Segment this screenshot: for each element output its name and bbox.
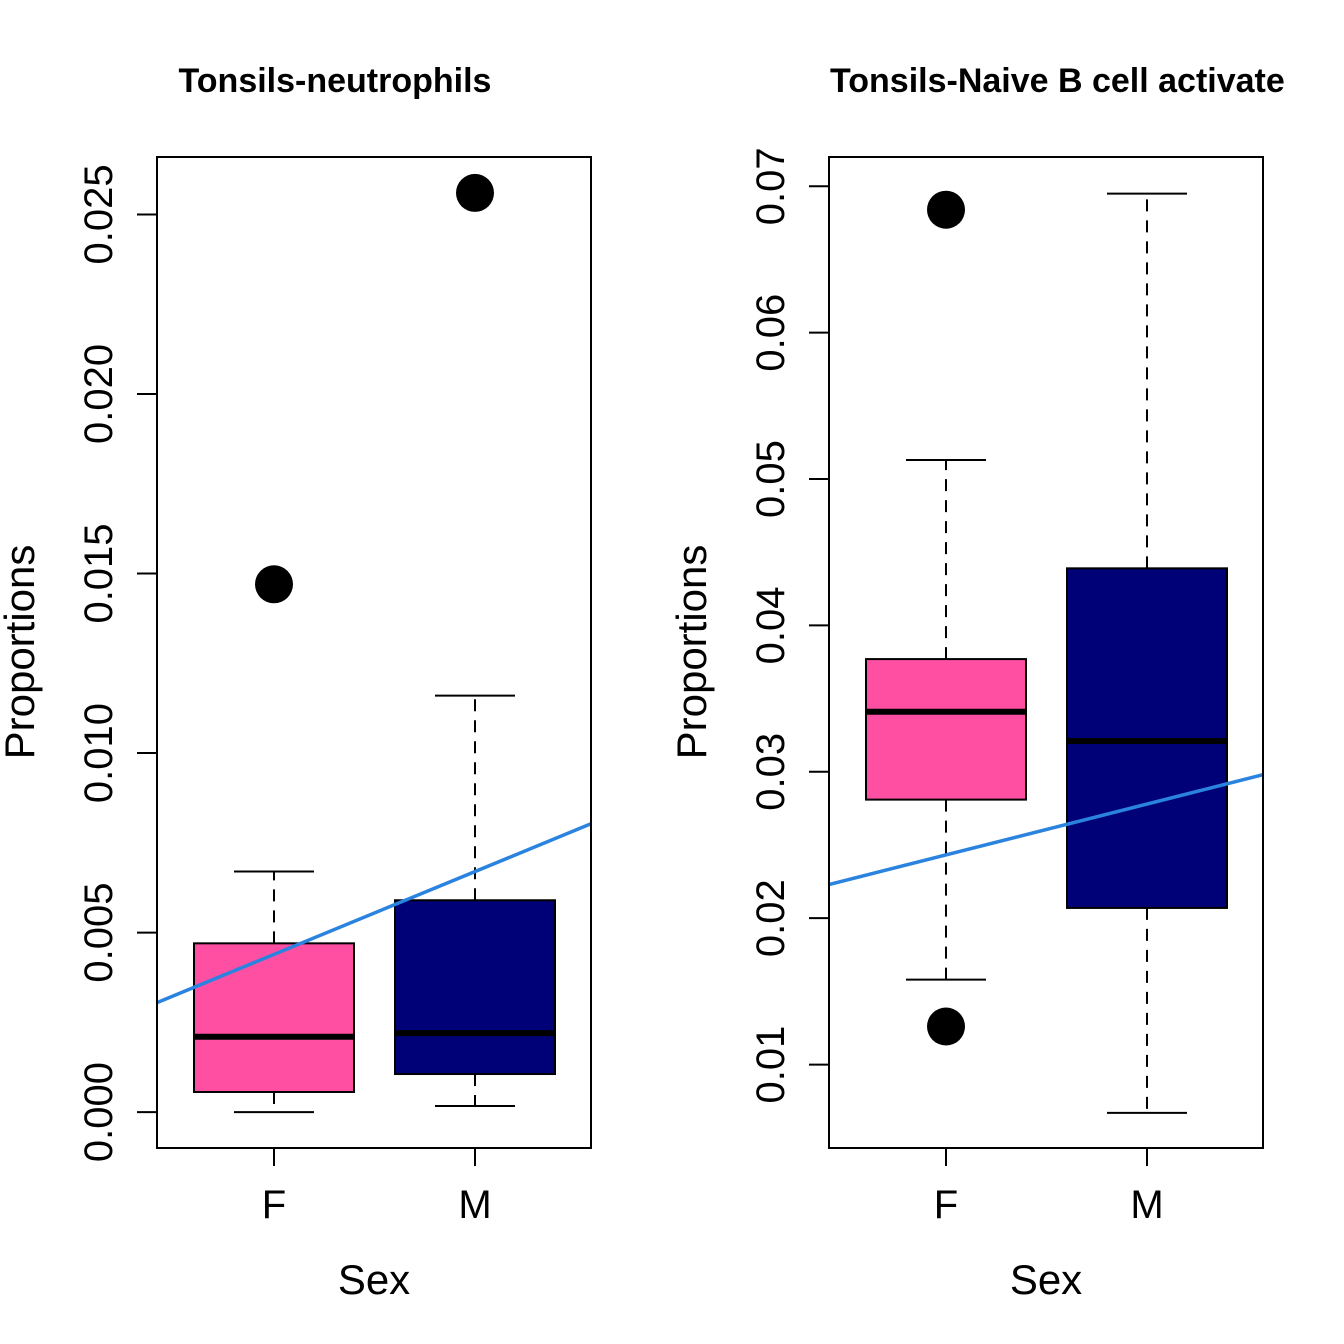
x-tick-label: M	[1130, 1183, 1163, 1227]
y-tick-label: 0.010	[77, 703, 121, 803]
box-f	[865, 190, 1027, 1046]
x-tick-label: F	[934, 1183, 958, 1227]
y-tick-label: 0.04	[749, 586, 793, 664]
box-m	[394, 173, 556, 1107]
outlier-point	[255, 565, 293, 604]
outlier-point	[927, 1007, 965, 1046]
iqr-box	[865, 658, 1027, 801]
y-tick-label: 0.005	[77, 883, 121, 983]
trend-line	[829, 773, 1263, 887]
y-tick-label: 0.000	[77, 1062, 121, 1162]
plot-frame	[156, 156, 592, 1149]
plot-area: 0.000 0.005 0.010 0.015 0.020 0.025 F M	[77, 156, 592, 1227]
y-tick-label: 0.015	[77, 523, 121, 623]
outlier-point	[927, 190, 965, 229]
chart-title: Tonsils-neutrophils	[179, 62, 492, 100]
y-tick-label: 0.025	[77, 164, 121, 264]
plot-area: 0.01 0.02 0.03 0.04 0.05 0.06 0.07 F M	[749, 147, 1264, 1227]
y-tick-label: 0.06	[749, 294, 793, 372]
iqr-box	[193, 942, 355, 1093]
panel-naive-b-cell: Tonsils-Naive B cell activate Sex Propor…	[668, 62, 1285, 1303]
chart-title: Tonsils-Naive B cell activate	[830, 62, 1285, 100]
x-tick-label: F	[262, 1183, 286, 1227]
iqr-box	[394, 899, 556, 1076]
y-tick-label: 0.03	[749, 733, 793, 811]
plot-frame	[828, 156, 1264, 1149]
y-tick-label: 0.02	[749, 879, 793, 957]
y-axis-label: Proportions	[668, 545, 715, 760]
box-m	[1066, 192, 1228, 1114]
x-axis-label: Sex	[338, 1256, 410, 1303]
y-tick-label: 0.01	[749, 1026, 793, 1104]
y-axis-label: Proportions	[0, 545, 43, 760]
y-tick-label: 0.07	[749, 147, 793, 225]
outlier-point	[456, 173, 494, 212]
trend-line	[157, 822, 591, 1005]
y-tick-label: 0.05	[749, 440, 793, 518]
x-tick-label: M	[458, 1183, 491, 1227]
panel-neutrophils: Tonsils-neutrophils Sex Proportions 0.00…	[0, 62, 592, 1303]
box-f	[193, 565, 355, 1114]
y-tick-label: 0.020	[77, 344, 121, 444]
x-axis-label: Sex	[1010, 1256, 1082, 1303]
